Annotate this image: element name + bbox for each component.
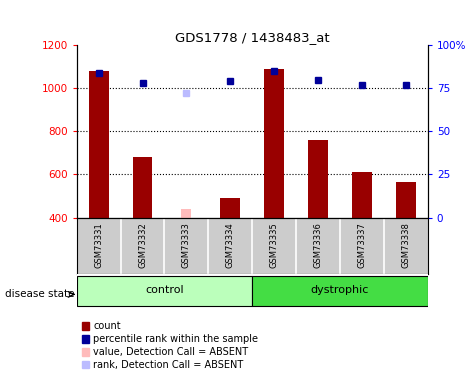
Title: GDS1778 / 1438483_at: GDS1778 / 1438483_at bbox=[175, 31, 330, 44]
Bar bbox=[77, 276, 252, 306]
Text: GSM73336: GSM73336 bbox=[313, 222, 323, 268]
Text: GSM73333: GSM73333 bbox=[182, 222, 191, 268]
Legend: count, percentile rank within the sample, value, Detection Call = ABSENT, rank, : count, percentile rank within the sample… bbox=[81, 321, 258, 370]
Bar bbox=[133, 157, 153, 218]
Text: dystrophic: dystrophic bbox=[311, 285, 369, 295]
Text: GSM73331: GSM73331 bbox=[94, 222, 103, 268]
Bar bbox=[252, 276, 428, 306]
Bar bbox=[220, 198, 240, 217]
Text: control: control bbox=[145, 285, 184, 295]
Bar bbox=[308, 140, 328, 218]
Bar bbox=[264, 69, 284, 218]
Bar bbox=[352, 172, 372, 217]
Bar bbox=[396, 182, 416, 218]
Bar bbox=[181, 209, 192, 218]
Text: disease state: disease state bbox=[5, 290, 74, 299]
Text: GSM73338: GSM73338 bbox=[401, 222, 410, 268]
Text: GSM73334: GSM73334 bbox=[226, 222, 235, 268]
Text: GSM73332: GSM73332 bbox=[138, 222, 147, 268]
Text: GSM73335: GSM73335 bbox=[270, 222, 279, 268]
Text: GSM73337: GSM73337 bbox=[358, 222, 366, 268]
Bar bbox=[89, 71, 108, 217]
